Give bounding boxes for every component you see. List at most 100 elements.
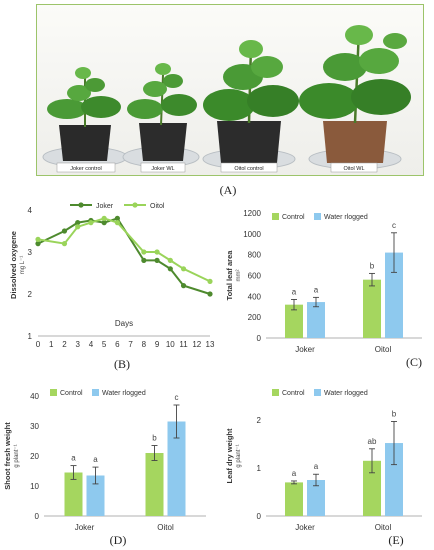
bar-joker-1 bbox=[307, 480, 325, 516]
x-tick-label-1: 1 bbox=[49, 340, 54, 349]
legend-swatch-1 bbox=[314, 213, 321, 220]
x-tick-label-4: 4 bbox=[89, 340, 94, 349]
data-point-joker bbox=[101, 220, 107, 226]
y-tick-label-2: 2 bbox=[257, 416, 262, 425]
x-tick-label-12: 12 bbox=[192, 340, 201, 349]
panel-label-c: (C) bbox=[406, 355, 422, 369]
x-tick-label-6: 6 bbox=[115, 340, 120, 349]
legend-swatch-0 bbox=[272, 389, 279, 396]
x-tick-label-2: 2 bbox=[62, 340, 67, 349]
y-axis-title: Shoot fresh weight bbox=[3, 422, 12, 490]
bar-oitol-0 bbox=[363, 279, 381, 338]
legend-label-1: Water rlogged bbox=[324, 390, 368, 397]
x-tick-label-5: 5 bbox=[102, 340, 107, 349]
category-label-oitol: Oitol bbox=[157, 523, 174, 532]
y-tick-label-0: 0 bbox=[257, 512, 262, 521]
y-tick-label-1: 10 bbox=[30, 482, 39, 491]
shoot-fresh-weight-chart: 0 10 20 30 40 Shoot fresh weight g plant⁻¹ Cont… bbox=[3, 389, 206, 532]
data-point-oitol bbox=[207, 278, 213, 284]
y-tick-label-2: 3 bbox=[28, 248, 33, 257]
significance-letter-oitol-0: b bbox=[152, 434, 157, 443]
data-point-oitol bbox=[61, 241, 68, 247]
bar-oitol-1 bbox=[167, 421, 186, 516]
y-tick-label-3: 4 bbox=[28, 206, 33, 215]
bar-oitol-0 bbox=[363, 460, 381, 516]
data-point-oitol bbox=[114, 220, 120, 226]
legend-marker-oitol bbox=[132, 202, 138, 208]
significance-letter-oitol-1: c bbox=[392, 221, 396, 230]
data-point-oitol bbox=[88, 220, 94, 226]
plants-photo: Joker control Joker WL Oitol control Oit… bbox=[36, 4, 424, 176]
x-tick-label-0: 0 bbox=[36, 340, 41, 349]
panel-label-a: (A) bbox=[219, 183, 237, 197]
bar-oitol-1 bbox=[385, 252, 403, 338]
significance-letter-joker-0: a bbox=[71, 454, 76, 463]
significance-letter-oitol-0: ab bbox=[368, 437, 377, 446]
panel-label-e: (E) bbox=[388, 533, 404, 547]
y-tick-label-3: 30 bbox=[30, 422, 39, 431]
bar-oitol-0 bbox=[145, 453, 164, 516]
y-axis-title: Dissolved oxygene bbox=[9, 231, 18, 299]
bar-joker-0 bbox=[64, 472, 83, 516]
legend-label-joker: Joker bbox=[96, 203, 114, 210]
legend-label-0: Control bbox=[282, 390, 305, 397]
significance-letter-oitol-1: c bbox=[175, 393, 179, 402]
legend-label-oitol: Oitol bbox=[150, 203, 165, 210]
legend-label-1: Water rlogged bbox=[324, 214, 368, 221]
panel-label-d: (D) bbox=[109, 533, 127, 547]
data-point-oitol bbox=[141, 249, 147, 255]
category-label-joker: Joker bbox=[75, 523, 95, 532]
x-tick-label-11: 11 bbox=[179, 340, 188, 349]
y-tick-label-0: 0 bbox=[257, 334, 262, 343]
category-label-oitol: Oitol bbox=[375, 523, 392, 532]
category-label-joker: Joker bbox=[295, 345, 315, 354]
data-point-oitol bbox=[180, 266, 187, 272]
x-tick-label-8: 8 bbox=[142, 340, 147, 349]
y-tick-label-6: 1200 bbox=[243, 209, 261, 218]
y-tick-label-5: 1000 bbox=[243, 230, 261, 239]
data-point-oitol bbox=[101, 215, 107, 221]
data-point-joker bbox=[114, 215, 120, 221]
data-point-joker bbox=[180, 283, 187, 289]
y-axis-unit: mm² bbox=[236, 270, 242, 282]
x-tick-label-3: 3 bbox=[75, 340, 80, 349]
bar-oitol-1 bbox=[385, 443, 403, 516]
y-axis-unit: mg L⁻¹ bbox=[20, 256, 26, 275]
y-tick-label-3: 600 bbox=[248, 272, 262, 281]
x-tick-label-9: 9 bbox=[155, 340, 160, 349]
y-tick-label-1: 2 bbox=[28, 290, 33, 299]
y-tick-label-2: 400 bbox=[248, 292, 262, 301]
significance-letter-joker-0: a bbox=[292, 287, 297, 296]
legend-swatch-1 bbox=[92, 389, 99, 396]
significance-letter-oitol-0: b bbox=[370, 261, 375, 270]
y-tick-label-4: 40 bbox=[30, 392, 39, 401]
bar-joker-0 bbox=[285, 304, 303, 338]
significance-letter-joker-1: a bbox=[93, 455, 98, 464]
pot-label-joker-wl: Joker WL bbox=[151, 166, 174, 172]
data-point-joker bbox=[75, 220, 81, 226]
legend-swatch-1 bbox=[314, 389, 321, 396]
legend-swatch-0 bbox=[272, 213, 279, 220]
x-axis-title: Days bbox=[115, 319, 133, 328]
legend-label-1: Water rlogged bbox=[102, 390, 146, 397]
y-axis-unit: g plant⁻¹ bbox=[236, 444, 242, 467]
bar-joker-0 bbox=[285, 482, 303, 516]
data-point-joker bbox=[35, 241, 41, 247]
pot-label-joker-control: Joker control bbox=[70, 166, 102, 172]
data-point-joker bbox=[154, 257, 160, 263]
significance-letter-oitol-1: b bbox=[392, 409, 397, 418]
significance-letter-joker-1: a bbox=[314, 462, 319, 471]
pot-label-oitol-wl: Oitol WL bbox=[343, 166, 364, 172]
bar-joker-1 bbox=[86, 475, 105, 516]
total-leaf-area-chart: 0 200 400 600 800 1000 1200 Total leaf area mm² C… bbox=[225, 209, 422, 354]
data-point-oitol bbox=[75, 224, 81, 230]
data-point-oitol bbox=[167, 257, 173, 263]
x-tick-label-7: 7 bbox=[128, 340, 133, 349]
y-tick-label-1: 1 bbox=[257, 464, 262, 473]
x-tick-label-13: 13 bbox=[206, 340, 215, 349]
pot-label-oitol-control: Oitol control bbox=[234, 166, 263, 172]
category-label-joker: Joker bbox=[295, 523, 315, 532]
y-tick-label-1: 200 bbox=[248, 313, 262, 322]
y-tick-label-0: 1 bbox=[28, 332, 33, 341]
